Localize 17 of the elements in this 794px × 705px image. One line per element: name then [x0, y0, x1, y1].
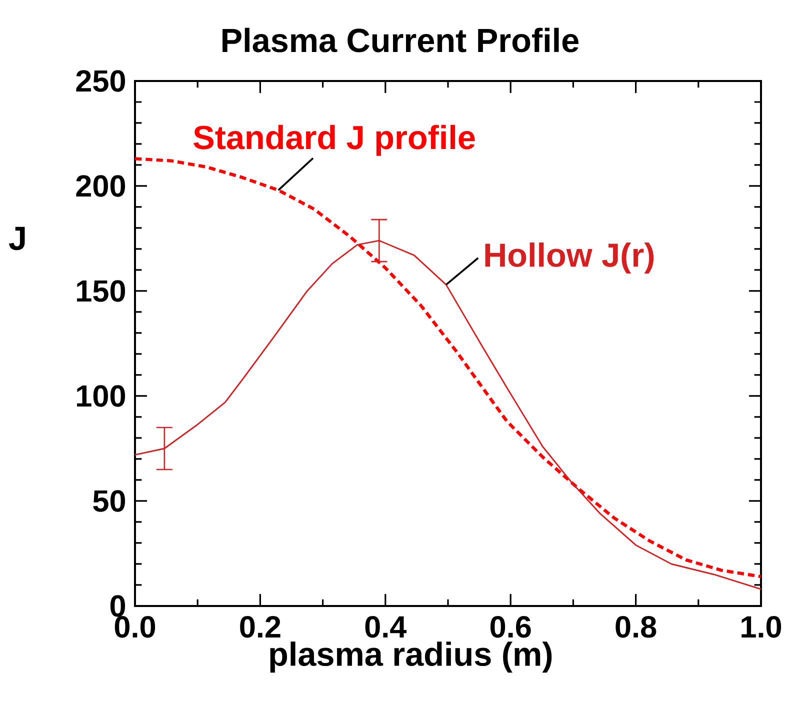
series-label: Standard J profile — [194, 124, 475, 156]
chart-title: Plasma Current Profile — [222, 28, 579, 52]
x-tick-label: 0.0 — [114, 616, 156, 638]
y-axis-title: J — [8, 226, 25, 250]
x-tick-label: 0.4 — [365, 616, 407, 638]
y-tick-label: 50 — [93, 490, 126, 512]
x-axis-title: plasma radius (m) — [270, 642, 552, 673]
y-tick-label: 150 — [77, 280, 126, 302]
series-label: Hollow J(r) — [485, 242, 654, 274]
y-tick-label: 250 — [76, 70, 126, 92]
x-tick-label: 0.2 — [240, 616, 280, 638]
y-tick-label: 100 — [77, 385, 126, 407]
y-tick-label: 0 — [110, 595, 126, 617]
x-tick-label: 0.8 — [616, 616, 656, 638]
x-tick-label: 0.6 — [490, 616, 531, 638]
y-tick-label: 200 — [76, 175, 126, 197]
x-tick-label: 1.0 — [742, 616, 782, 638]
